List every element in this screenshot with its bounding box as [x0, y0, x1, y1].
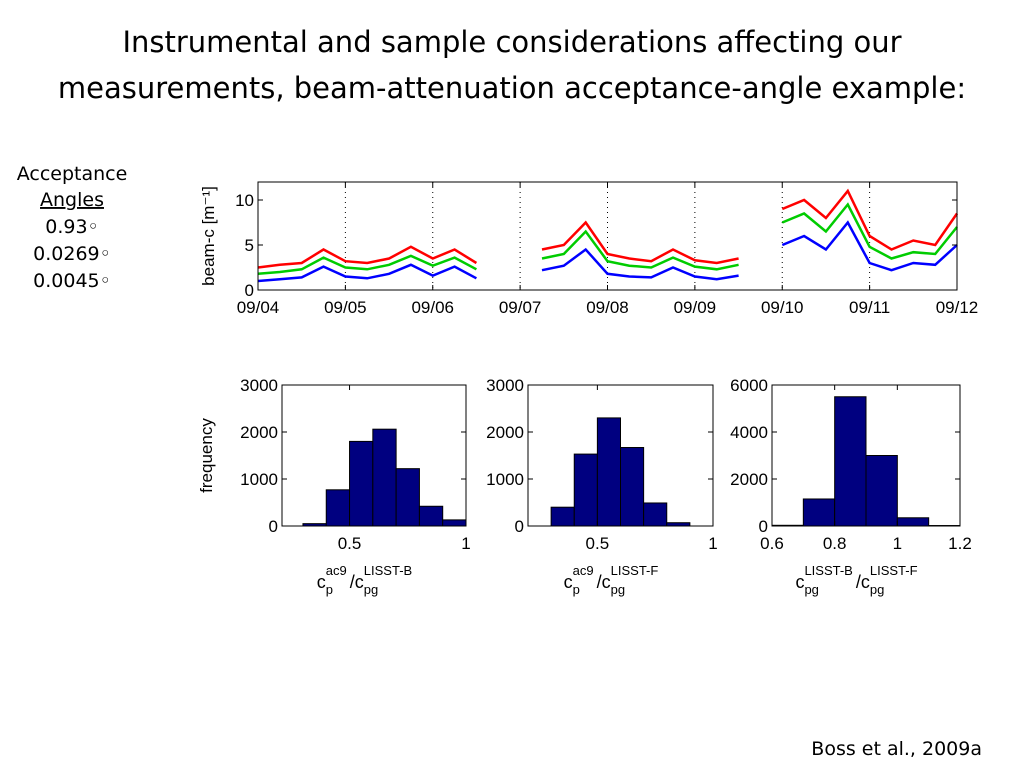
- x-tick-label: 1: [461, 534, 470, 553]
- y-tick-label: 1000: [240, 470, 278, 489]
- plot: 0 5 10 09/04 09/05 09/06 09/07 09/08 09/09 09/10 0…: [199, 181, 979, 317]
- x-tick-label: 09/11: [849, 298, 890, 317]
- y-tick-label: 1000: [486, 470, 524, 489]
- y-tick-label: 5: [245, 236, 254, 255]
- bar: [550, 506, 575, 527]
- x-tick-label: 09/05: [324, 298, 367, 317]
- y-tick-label: 2000: [240, 423, 278, 442]
- x-tick-label: 0.8: [823, 534, 847, 553]
- x-tick-label: 09/08: [586, 298, 629, 317]
- bar: [834, 396, 867, 527]
- x-tick-label: 09/10: [761, 298, 804, 317]
- x-tick-label: 0.5: [338, 534, 362, 553]
- bar: [395, 468, 420, 527]
- y-tick-label: 0: [515, 517, 524, 536]
- y-tick-label: 0: [269, 517, 278, 536]
- label-sup: ac9: [326, 563, 347, 578]
- y-tick-label: 3000: [240, 376, 278, 395]
- axes-box: [771, 384, 961, 527]
- label-text: /c: [597, 572, 611, 592]
- label-sub: pg: [364, 582, 378, 597]
- label-sub: pg: [804, 582, 818, 597]
- label-text: c: [564, 572, 573, 592]
- bar: [896, 517, 930, 527]
- bar: [865, 455, 898, 527]
- x-tick-label: 09/12: [936, 298, 979, 317]
- y-tick-label: 0: [759, 517, 768, 536]
- title-line: Instrumental and sample considerations a…: [122, 25, 901, 59]
- bar: [802, 498, 836, 527]
- x-tick-label: 1.2: [948, 534, 972, 553]
- y-tick-label: 2000: [730, 470, 768, 489]
- label-sup: ac9: [573, 563, 594, 578]
- legend-title: Angles: [40, 189, 104, 211]
- bar: [418, 505, 444, 527]
- x-tick-label: 0.6: [760, 534, 784, 553]
- y-tick-label: 6000: [730, 376, 768, 395]
- label-sup: LISST-B: [364, 563, 412, 578]
- label-text: c: [317, 572, 326, 592]
- label-text: /c: [350, 572, 364, 592]
- series-line: [257, 202, 958, 276]
- x-tick-label: 09/04: [237, 298, 280, 317]
- x-tick-label: 0.5: [586, 534, 610, 553]
- y-axis-label: beam-c [m⁻¹]: [199, 186, 218, 286]
- citation: Boss et al., 2009a: [811, 738, 982, 760]
- x-tick-label: 09/07: [499, 298, 542, 317]
- legend-title: Acceptance: [17, 163, 128, 185]
- series-line: [257, 188, 959, 269]
- label-sub: p: [326, 582, 333, 597]
- bar: [372, 428, 397, 527]
- legend-entry: 0.0269◦: [33, 243, 111, 265]
- legend-entry: 0.0045◦: [33, 270, 111, 292]
- label-text: c: [795, 572, 804, 592]
- y-axis-label: frequency: [197, 418, 216, 493]
- axes-box: [527, 384, 714, 527]
- label-sub: pg: [611, 582, 625, 597]
- bar: [349, 440, 374, 527]
- bar: [573, 453, 598, 527]
- label-sup: LISST-B: [804, 563, 852, 578]
- x-tick-label: 09/09: [674, 298, 717, 317]
- y-tick-label: 4000: [730, 423, 768, 442]
- y-tick-label: 3000: [486, 376, 524, 395]
- legend-entry: 0.93◦: [45, 216, 99, 238]
- x-tick-label: 1: [708, 534, 717, 553]
- bar: [643, 502, 668, 527]
- label-text: /c: [856, 572, 870, 592]
- bar: [442, 519, 467, 527]
- axes-box: [281, 384, 467, 527]
- x-tick-label: 09/06: [411, 298, 454, 317]
- series-line: [257, 220, 958, 283]
- label-sup: LISST-F: [611, 563, 659, 578]
- label-sub: pg: [870, 582, 884, 597]
- x-tick-label: 1: [893, 534, 902, 553]
- bar: [325, 489, 351, 527]
- bar: [620, 447, 645, 527]
- y-tick-label: 2000: [486, 423, 524, 442]
- bar: [596, 417, 621, 527]
- label-sub: p: [573, 582, 580, 597]
- y-tick-label: 0: [245, 281, 254, 300]
- title-line: measurements, beam-attenuation acceptanc…: [58, 71, 966, 105]
- y-tick-label: 10: [235, 191, 254, 210]
- label-sup: LISST-F: [870, 563, 918, 578]
